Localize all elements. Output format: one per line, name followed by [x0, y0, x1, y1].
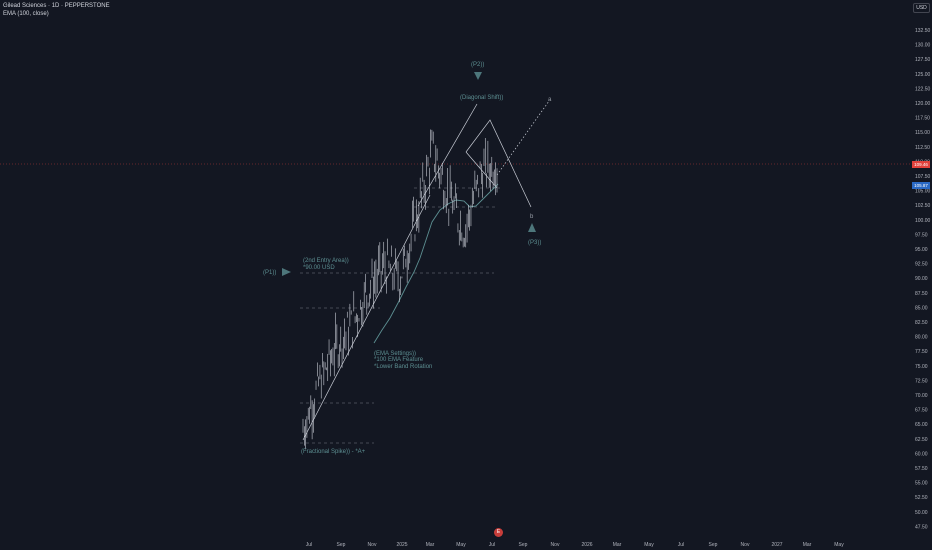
currency-button[interactable]: USD [913, 3, 930, 13]
time-axis[interactable]: Jul Sep Nov 2025 Mar May Jul Sep Nov 2026 Mar May Ju… [306, 542, 844, 548]
time-tick-label: Mar [803, 542, 812, 548]
price-tick-label: 97.50 [915, 232, 928, 238]
price-tick-label: 100.00 [915, 218, 931, 224]
projection-dotted-line [496, 100, 550, 176]
price-tick-label: 50.00 [915, 510, 928, 516]
time-tick-label: Sep [709, 542, 718, 548]
diagonal-shift-label: (Diagonal Shift)) [460, 95, 503, 101]
time-tick-label: Mar [426, 542, 435, 548]
price-tick-label: 75.00 [915, 364, 928, 370]
time-tick-label: 2027 [771, 542, 782, 548]
p2-marker-icon [474, 72, 482, 80]
time-tick-label: 2025 [396, 542, 407, 548]
price-tick-label: 90.00 [915, 276, 928, 282]
price-axis[interactable]: 132.50 130.00 127.50 125.00 122.50 120.00 117.… [915, 28, 931, 530]
annotations: (P2)) (Diagonal Shift)) a b (P3)) (P1)) … [263, 62, 552, 455]
trend-lines [302, 103, 532, 441]
p3-label: (P3)) [528, 240, 541, 246]
price-tick-label: 92.50 [915, 262, 928, 268]
price-tick-label: 112.50 [915, 145, 930, 151]
ema-settings-label: (EMA Settings)) [374, 351, 416, 357]
candlesticks [302, 129, 498, 450]
indicator-legend[interactable]: EMA (100, close) [3, 11, 49, 17]
fractional-spike-label: (Fractional Spike)) - *A+ [301, 449, 366, 455]
last-price-tag: 109.46 [912, 161, 930, 168]
price-tick-label: 82.50 [915, 320, 928, 326]
price-tick-label: 132.50 [915, 28, 931, 34]
ema-line [373, 183, 499, 344]
price-tick-label: 85.00 [915, 305, 928, 311]
price-tick-label: 130.00 [915, 43, 931, 49]
price-tick-label: 127.50 [915, 57, 931, 63]
lower-band-label: *Lower Band Rotation [374, 364, 432, 370]
ema-value-tag: 105.87 [912, 182, 930, 189]
time-tick-label: Sep [337, 542, 346, 548]
price-tick-label: 70.00 [915, 393, 928, 399]
time-tick-label: Jul [306, 542, 312, 548]
p1-label: (P1)) [263, 270, 276, 276]
price-tick-label: 102.50 [915, 203, 931, 209]
entry-price-label: *90.00 USD [303, 265, 335, 271]
wave-a-label: a [548, 97, 552, 103]
entry-area-label: (2nd Entry Area)) [303, 258, 349, 264]
reference-lines [300, 187, 500, 444]
p2-label: (P2)) [471, 62, 484, 68]
price-tick-label: 67.50 [915, 408, 928, 414]
diagonal-upper-trendline [417, 103, 478, 207]
price-tick-label: 52.50 [915, 495, 928, 501]
price-tick-label: 72.50 [915, 378, 928, 384]
time-tick-label: May [456, 542, 466, 548]
price-tick-label: 125.00 [915, 72, 931, 78]
price-tick-label: 62.50 [915, 437, 928, 443]
time-tick-label: Mar [613, 542, 622, 548]
wave-a-b-projection [465, 119, 532, 208]
time-tick-label: Jul [678, 542, 684, 548]
price-tick-label: 115.00 [915, 130, 930, 136]
p3-marker-icon [528, 223, 536, 232]
price-tick-label: 77.50 [915, 349, 928, 355]
time-tick-label: Sep [519, 542, 528, 548]
time-tick-label: 2026 [581, 542, 592, 548]
wave-b-label: b [530, 214, 534, 220]
chart-title[interactable]: Gilead Sciences · 1D · PEPPERSTONE [3, 3, 110, 9]
price-tick-label: 117.50 [915, 116, 930, 122]
price-tick-label: 122.50 [915, 86, 931, 92]
time-tick-label: Nov [368, 542, 377, 548]
time-tick-label: Nov [741, 542, 750, 548]
time-tick-label: May [834, 542, 844, 548]
price-tick-label: 55.00 [915, 481, 928, 487]
time-tick-label: Nov [551, 542, 560, 548]
p1-marker-icon [282, 268, 291, 276]
price-tick-label: 95.00 [915, 247, 928, 253]
earnings-event-badge[interactable]: E [494, 528, 503, 537]
diagonal-lower-trendline [302, 194, 431, 441]
price-tick-label: 80.00 [915, 335, 928, 341]
price-tick-label: 105.00 [915, 189, 931, 195]
price-tick-label: 57.50 [915, 466, 928, 472]
price-tick-label: 107.50 [915, 174, 931, 180]
price-tick-label: 60.00 [915, 451, 928, 457]
time-tick-label: Jul [489, 542, 495, 548]
price-tick-label: 120.00 [915, 101, 931, 107]
time-tick-label: May [644, 542, 654, 548]
ema-feature-label: *100 EMA Feature [374, 357, 424, 363]
price-tick-label: 65.00 [915, 422, 928, 428]
price-tick-label: 47.50 [915, 524, 928, 530]
price-tick-label: 87.50 [915, 291, 928, 297]
